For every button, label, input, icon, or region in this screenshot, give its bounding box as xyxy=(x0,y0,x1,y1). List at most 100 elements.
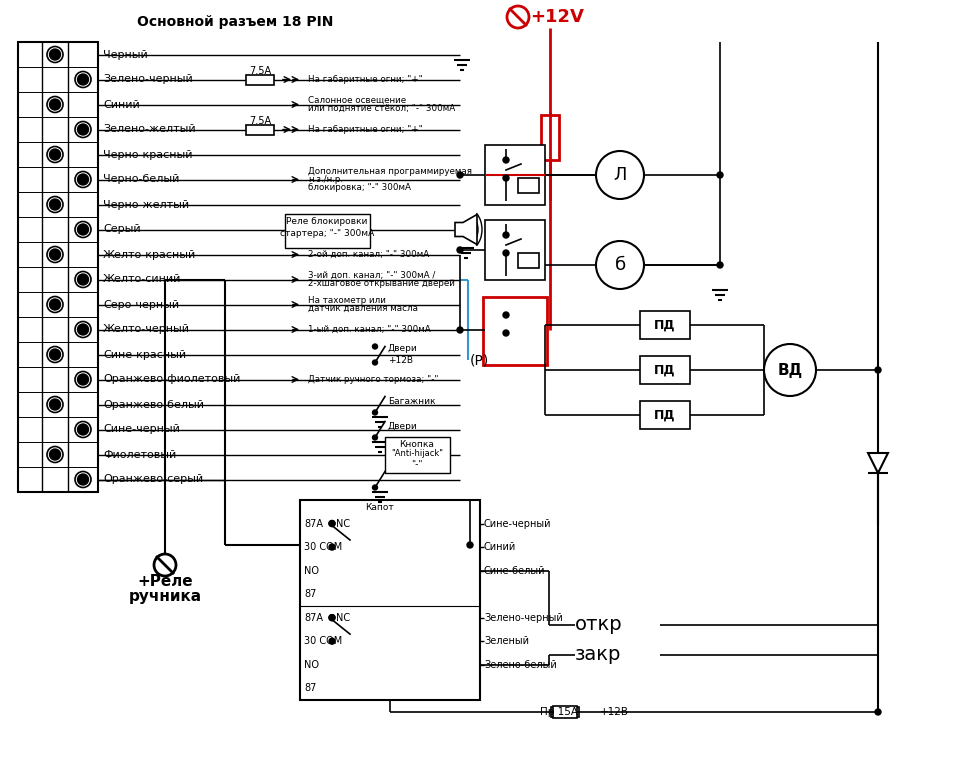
Circle shape xyxy=(47,97,63,112)
Circle shape xyxy=(78,274,88,285)
Text: 7.5A: 7.5A xyxy=(249,116,271,125)
Circle shape xyxy=(50,249,60,260)
Circle shape xyxy=(50,99,60,110)
Circle shape xyxy=(75,372,91,388)
Text: Багажник: Багажник xyxy=(388,397,436,406)
Text: 3-ий доп. канал; "-" 300мА /: 3-ий доп. канал; "-" 300мА / xyxy=(308,271,436,280)
Text: ПД: ПД xyxy=(655,318,676,331)
Text: закр: закр xyxy=(575,645,621,664)
Bar xyxy=(485,220,545,280)
Bar xyxy=(483,297,547,365)
Text: б: б xyxy=(614,256,626,274)
Text: Реле блокировки: Реле блокировки xyxy=(286,217,368,226)
Circle shape xyxy=(47,347,63,363)
Text: 1-ый доп. канал; "-" 300мА: 1-ый доп. канал; "-" 300мА xyxy=(308,325,431,334)
Circle shape xyxy=(372,344,377,349)
Text: стартера; "-" 300мА: стартера; "-" 300мА xyxy=(280,229,374,238)
Circle shape xyxy=(596,151,644,199)
Text: Синий: Синий xyxy=(484,542,516,552)
Bar xyxy=(640,356,690,384)
Text: +12V: +12V xyxy=(530,8,584,26)
Bar xyxy=(246,74,274,84)
Text: Салонное освещение: Салонное освещение xyxy=(308,96,406,105)
Circle shape xyxy=(875,367,881,373)
Text: 2-хшаговое открывание дверей: 2-хшаговое открывание дверей xyxy=(308,279,455,288)
Bar xyxy=(640,401,690,429)
Circle shape xyxy=(372,410,377,415)
Text: Фиолетовый: Фиолетовый xyxy=(103,449,177,460)
Circle shape xyxy=(329,521,335,527)
Circle shape xyxy=(329,615,335,621)
Circle shape xyxy=(503,232,509,238)
Text: ПД: ПД xyxy=(655,409,676,422)
Text: NO: NO xyxy=(304,565,319,575)
Text: откр: откр xyxy=(575,616,623,635)
Text: На габаритные огни; "+": На габаритные огни; "+" xyxy=(308,75,422,84)
Bar xyxy=(18,42,98,492)
Text: Датчик ручного тормоза; "-": Датчик ручного тормоза; "-" xyxy=(308,375,439,384)
Circle shape xyxy=(50,49,60,60)
Text: Сине-красный: Сине-красный xyxy=(103,350,186,359)
Circle shape xyxy=(50,199,60,210)
Circle shape xyxy=(50,399,60,410)
Text: блокировка; "-" 300мА: блокировка; "-" 300мА xyxy=(308,183,411,192)
Circle shape xyxy=(467,542,473,548)
Text: Зелено-черный: Зелено-черный xyxy=(484,613,563,622)
Circle shape xyxy=(764,344,816,396)
Circle shape xyxy=(503,330,509,336)
Bar xyxy=(385,436,450,473)
Polygon shape xyxy=(353,535,377,555)
Bar xyxy=(300,500,480,700)
Circle shape xyxy=(78,174,88,185)
Circle shape xyxy=(75,422,91,438)
Bar xyxy=(551,707,579,717)
Text: 30 COM: 30 COM xyxy=(304,636,343,646)
Text: Черно-белый: Черно-белый xyxy=(103,175,180,185)
Text: Черно-красный: Черно-красный xyxy=(103,150,193,160)
Text: Дополнительная программируемая: Дополнительная программируемая xyxy=(308,167,472,176)
Text: Двери: Двери xyxy=(388,344,418,353)
Text: датчик давления масла: датчик давления масла xyxy=(308,304,418,313)
Polygon shape xyxy=(455,214,477,245)
Circle shape xyxy=(457,172,463,178)
Text: 30 COM: 30 COM xyxy=(304,542,343,552)
Circle shape xyxy=(75,71,91,87)
Text: Пр 15А: Пр 15А xyxy=(540,707,578,717)
Text: Двери: Двери xyxy=(388,422,418,431)
Circle shape xyxy=(503,175,509,181)
Text: +12В: +12В xyxy=(600,707,629,717)
Text: Черно-желтый: Черно-желтый xyxy=(103,200,189,210)
Text: Серый: Серый xyxy=(103,224,140,235)
Text: ПД: ПД xyxy=(655,363,676,376)
Text: ручника: ручника xyxy=(129,590,202,604)
Text: Сине-черный: Сине-черный xyxy=(103,425,180,435)
Text: Оранжево-фиолетовый: Оранжево-фиолетовый xyxy=(103,375,240,385)
Text: +Реле: +Реле xyxy=(137,575,193,590)
Circle shape xyxy=(717,262,723,268)
Text: 7.5A: 7.5A xyxy=(249,65,271,75)
Text: 87A: 87A xyxy=(304,613,323,622)
Text: или поднятие стёкол; "-" 300мА: или поднятие стёкол; "-" 300мА xyxy=(308,104,455,113)
Circle shape xyxy=(75,471,91,487)
Text: Зелено-белый: Зелено-белый xyxy=(484,660,557,670)
Text: Оранжево-белый: Оранжево-белый xyxy=(103,400,204,410)
Circle shape xyxy=(47,296,63,312)
Bar xyxy=(485,300,545,360)
Circle shape xyxy=(75,122,91,138)
Circle shape xyxy=(372,435,377,440)
Circle shape xyxy=(503,250,509,256)
Text: Зелено-желтый: Зелено-желтый xyxy=(103,125,196,135)
Circle shape xyxy=(717,172,723,178)
Text: +12В: +12В xyxy=(388,356,413,365)
Bar xyxy=(553,706,577,718)
Text: Желто-черный: Желто-черный xyxy=(103,325,190,334)
Circle shape xyxy=(329,638,335,644)
Circle shape xyxy=(50,149,60,160)
Circle shape xyxy=(78,124,88,135)
Text: NO: NO xyxy=(304,660,319,670)
Text: Серо-черный: Серо-черный xyxy=(103,299,180,309)
Text: NC: NC xyxy=(336,613,350,622)
Circle shape xyxy=(78,324,88,335)
Text: На тахометр или: На тахометр или xyxy=(308,296,386,305)
Circle shape xyxy=(457,247,463,253)
